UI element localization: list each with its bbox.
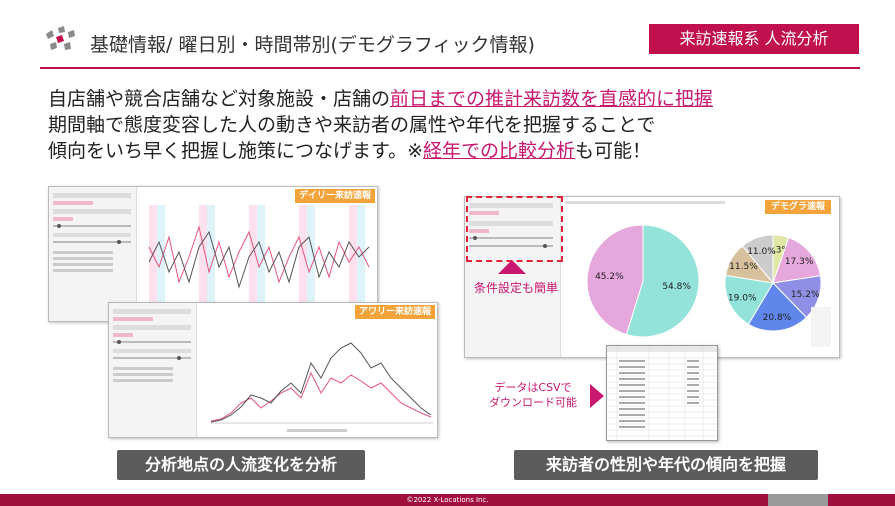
lead-line-1-text: 自店舗や競合店舗など対象施設・店舗の: [48, 88, 391, 110]
gender-pie-chart: 54.8% 45.2%: [586, 224, 700, 338]
age-pie-chart: 5.3% 17.3% 15.2% 20.8% 19.0% 11.5% 11.0%: [724, 234, 822, 332]
gender-pie-slice-0: [625, 224, 700, 338]
filter-sidebar-3: [465, 197, 561, 357]
lead-line-3-text: 傾向をいち早く把握し施策につなげます。※: [48, 140, 424, 162]
daily-report-label: デイリー来訪速報: [295, 189, 375, 203]
caption-right: 来訪者の性別や年代の傾向を把握: [514, 450, 818, 480]
page-title: 基礎情報/ 曜日別・時間帯別(デモグラフィック情報): [90, 34, 535, 56]
age-pie-label-4: 19.0%: [728, 293, 757, 303]
filter-sidebar-2: [109, 303, 197, 437]
age-pie-label-3: 20.8%: [763, 313, 792, 323]
lead-line-3-tail: も可能！: [575, 140, 652, 162]
csv-note: データはCSVで ダウンロード可能: [480, 380, 586, 410]
age-pie-slice-1: [772, 236, 822, 284]
logo-icon: [46, 26, 75, 50]
lead-highlight-2: 経年での比較分析: [423, 140, 576, 162]
age-pie-slice-6: [741, 234, 774, 285]
hourly-report-screenshot: アワリー来訪速報: [108, 302, 438, 438]
category-badge: 来訪速報系 人流分析: [649, 24, 859, 54]
csv-table-screenshot: [606, 345, 718, 441]
lead-line-2: 期間軸で態度変容した人の動きや来訪者の属性や年代を把握することで: [48, 114, 656, 136]
daily-report-screenshot: デイリー来訪速報: [48, 186, 378, 322]
age-pie-slice-3: [747, 282, 808, 332]
copyright: ©2022 X-Locations Inc.: [406, 496, 489, 504]
demographic-report-label: デモグラ速報: [765, 200, 831, 214]
lead-line-3: 傾向をいち早く把握し施策につなげます。※経年での比較分析も可能！: [48, 138, 713, 164]
lead-highlight-1: 前日までの推計来訪数を直感的に把握: [390, 88, 714, 110]
condition-note: 条件設定も簡単: [473, 281, 558, 295]
gender-pie-label-0: 54.8%: [662, 282, 691, 292]
footer-bar: [0, 494, 895, 506]
up-arrow-icon: [498, 260, 526, 274]
age-pie-label-0: 5.3%: [767, 245, 790, 255]
demographic-report-screenshot: 54.8% 45.2% 5.3% 17.3% 15.2% 20.8% 19.0% 11.5%…: [464, 196, 840, 358]
lead-text: 自店舗や競合店舗など対象施設・店舗の前日までの推計来訪数を直感的に把握 期間軸で…: [48, 86, 713, 164]
csv-note-line-1: データはCSVで: [494, 381, 572, 394]
sidebar-controls-2: [113, 309, 191, 382]
age-pie-label-5: 11.5%: [729, 262, 758, 272]
sidebar-controls-3: [469, 203, 553, 248]
header-divider: [40, 67, 860, 69]
age-pie-slice-4: [724, 274, 774, 325]
demographic-pie-charts: 54.8% 45.2% 5.3% 17.3% 15.2% 20.8% 19.0% 11.5%…: [565, 201, 831, 347]
csv-table-grid: [607, 346, 717, 440]
right-arrow-icon: [590, 384, 604, 408]
footer-accent: [768, 494, 828, 506]
condition-highlight-box: [466, 196, 563, 262]
age-pie-label-6: 11.0%: [747, 247, 776, 257]
gender-pie-slice-1: [586, 224, 644, 336]
filter-sidebar: [49, 187, 137, 321]
lead-line-1: 自店舗や競合店舗など対象施設・店舗の前日までの推計来訪数を直感的に把握: [48, 86, 713, 112]
slide-header: 基礎情報/ 曜日別・時間帯別(デモグラフィック情報) 来訪速報系 人流分析: [0, 0, 895, 70]
caption-left: 分析地点の人流変化を分析: [117, 450, 365, 480]
csv-note-line-2: ダウンロード可能: [489, 396, 577, 409]
sidebar-controls: [53, 193, 131, 272]
gender-pie-label-1: 45.2%: [595, 272, 624, 282]
age-pie-label-2: 15.2%: [791, 290, 820, 300]
hourly-line-chart: [210, 342, 433, 432]
age-pie-label-1: 17.3%: [785, 257, 814, 267]
hourly-report-label: アワリー来訪速報: [355, 305, 435, 319]
